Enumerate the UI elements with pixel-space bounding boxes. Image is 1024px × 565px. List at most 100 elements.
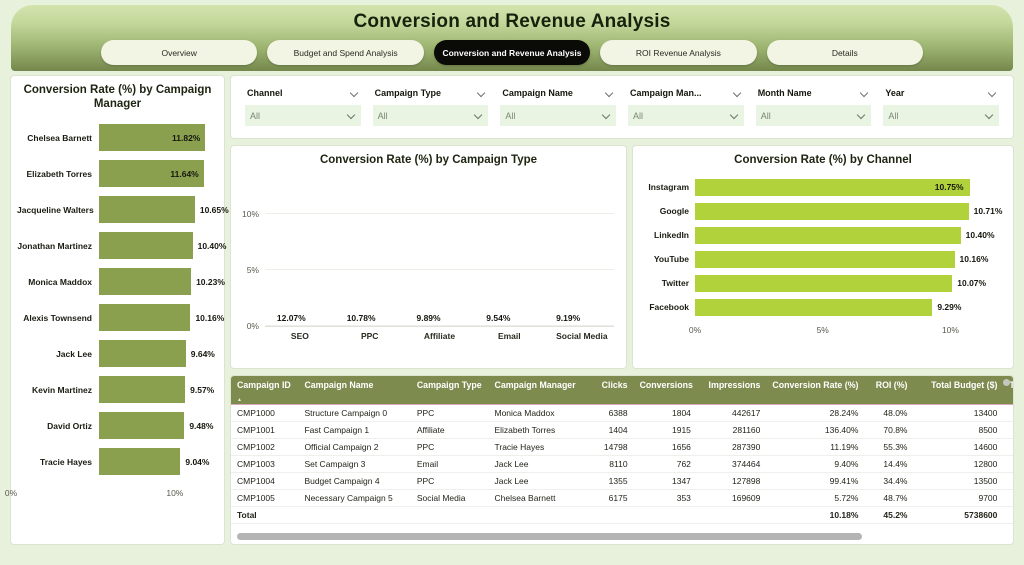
chevron-down-icon — [857, 111, 866, 120]
channel-bar-row[interactable]: Facebook 9.29% — [639, 295, 999, 319]
total-cell-campaign_manager — [488, 505, 591, 524]
manager-bar[interactable]: 10.23% — [99, 268, 225, 296]
filter-campaign-type-dropdown[interactable]: All — [372, 105, 489, 126]
column-header-total_budget[interactable]: Total Budget ($) — [913, 376, 1004, 404]
channel-bar[interactable]: 10.75% — [695, 178, 970, 196]
filter-campaign-manager-dropdown[interactable]: All — [628, 105, 744, 126]
column-header-conversion_rate[interactable]: Conversion Rate (%) — [766, 376, 865, 404]
table-row[interactable]: CMP1001 Fast Campaign 1 Affiliate Elizabeth… — [231, 421, 1013, 439]
manager-bar-list: Chelsea Barnett 11.82% Elizabeth Torres 11.… — [11, 114, 229, 480]
filter-month-name-header[interactable]: Month Name — [756, 88, 872, 105]
cell-campaign_name: Fast Campaign 1 — [298, 421, 411, 439]
channel-bar[interactable]: 10.07% — [695, 274, 986, 292]
cell-campaign_name: Budget Campaign 4 — [298, 472, 411, 490]
horizontal-scrollbar[interactable] — [237, 533, 1009, 540]
manager-bar[interactable]: 9.48% — [99, 412, 213, 440]
column-header-conversions[interactable]: Conversions — [633, 376, 697, 404]
filter-channel-dropdown[interactable]: All — [245, 105, 361, 126]
table-scroll-region[interactable]: Campaign ID Campaign Name Campaign Type Cam… — [231, 376, 1013, 544]
cell-total_clipped — [1003, 421, 1013, 439]
manager-bar-value: 9.57% — [190, 384, 215, 395]
table-options-handle[interactable] — [1003, 379, 1010, 386]
channel-bar-row[interactable]: Instagram 10.75% — [639, 175, 999, 199]
manager-bar[interactable]: 9.64% — [99, 340, 215, 368]
tab-overview[interactable]: Overview — [100, 40, 258, 65]
manager-bar[interactable]: 11.64% — [99, 160, 204, 188]
channel-bar[interactable]: 10.16% — [695, 250, 988, 268]
cell-campaign_id: CMP1004 — [231, 472, 299, 490]
column-header-impressions[interactable]: Impressions — [696, 376, 767, 404]
cell-clicks: 8110 — [590, 455, 634, 473]
channel-bar-value: 10.40% — [965, 230, 995, 241]
manager-bar-track: 9.48% — [99, 412, 216, 440]
channel-bar-row[interactable]: Twitter 10.07% — [639, 271, 999, 295]
manager-bar[interactable]: 10.40% — [99, 232, 226, 260]
manager-bar-row[interactable]: Tracie Hayes 9.04% — [17, 444, 216, 480]
channel-bar[interactable]: 9.29% — [695, 298, 961, 316]
filter-campaign-name-header[interactable]: Campaign Name — [500, 88, 616, 105]
column-header-roi[interactable]: ROI (%) — [864, 376, 914, 404]
cell-conversion_rate: 9.40% — [766, 455, 865, 473]
cell-campaign_id: CMP1002 — [231, 438, 299, 456]
table-row[interactable]: CMP1004 Budget Campaign 4 PPC Jack Lee 1355 1… — [231, 472, 1013, 490]
manager-bar-row[interactable]: Jacqueline Walters 10.65% — [17, 192, 229, 228]
manager-bar[interactable]: 10.16% — [99, 304, 224, 332]
cell-total_clipped — [1003, 472, 1013, 490]
campaign-type-bar-value: 9.89% — [416, 313, 441, 324]
filter-year-dropdown[interactable]: All — [883, 105, 1000, 126]
cell-campaign_type: Email — [410, 455, 489, 473]
table-row[interactable]: CMP1000 Structure Campaign 0 PPC Monica Mad… — [231, 403, 1013, 422]
manager-bar[interactable]: 11.82% — [99, 124, 206, 152]
column-header-campaign_manager[interactable]: Campaign Manager — [488, 376, 591, 404]
channel-bar-value: 10.75% — [934, 182, 964, 193]
filter-month-name: Month Name All — [755, 88, 872, 126]
filter-campaign-type-header[interactable]: Campaign Type — [373, 88, 489, 105]
table-row[interactable]: CMP1005 Necessary Campaign 5 Social Media C… — [231, 489, 1013, 507]
column-header-campaign_type[interactable]: Campaign Type — [410, 376, 489, 404]
filter-selected-value: All — [505, 110, 516, 121]
manager-bar-row[interactable]: Chelsea Barnett 11.82% — [17, 120, 216, 156]
cell-campaign_manager: Jack Lee — [488, 455, 591, 473]
filter-month-name-dropdown[interactable]: All — [755, 105, 872, 126]
manager-bar-row[interactable]: Jonathan Martinez 10.40% — [17, 228, 226, 264]
tab-label: Conversion and Revenue Analysis — [442, 47, 582, 58]
manager-bar-track: 11.64% — [99, 160, 216, 188]
cell-campaign_name: Set Campaign 3 — [298, 455, 411, 473]
column-header-total_clipped[interactable]: Tot — [1003, 376, 1013, 404]
manager-bar[interactable]: 10.65% — [99, 196, 229, 224]
manager-bar-row[interactable]: David Ortiz 9.48% — [17, 408, 216, 444]
tab-budget-and-spend-analysis[interactable]: Budget and Spend Analysis — [267, 40, 424, 65]
table-row[interactable]: CMP1003 Set Campaign 3 Email Jack Lee 8110 76… — [231, 455, 1013, 473]
channel-bar-row[interactable]: YouTube 10.16% — [639, 247, 999, 271]
total-cell-campaign_type — [410, 505, 489, 524]
manager-bar-value: 9.48% — [189, 420, 214, 431]
channel-bar-row[interactable]: Google 10.71% — [639, 199, 1002, 223]
tab-details[interactable]: Details — [766, 40, 924, 65]
filter-campaign-name-dropdown[interactable]: All — [500, 105, 617, 126]
manager-bar[interactable]: 9.04% — [99, 448, 209, 476]
column-header-campaign_name[interactable]: Campaign Name — [298, 376, 411, 404]
column-header-clicks[interactable]: Clicks — [590, 376, 634, 404]
manager-bar-row[interactable]: Elizabeth Torres 11.64% — [17, 156, 216, 192]
manager-bar-row[interactable]: Alexis Townsend 10.16% — [17, 300, 224, 336]
tab-conversion-and-revenue-analysis[interactable]: Conversion and Revenue Analysis — [433, 40, 591, 65]
channel-bar[interactable]: 10.71% — [695, 202, 1002, 220]
column-header-campaign_id[interactable]: Campaign ID — [231, 376, 299, 404]
filter-campaign-manager-header[interactable]: Campaign Man... — [628, 88, 744, 105]
cell-campaign_id: CMP1003 — [231, 455, 299, 473]
manager-bar[interactable]: 9.57% — [99, 376, 214, 404]
channel-bar-row[interactable]: LinkedIn 10.40% — [639, 223, 999, 247]
table-row[interactable]: CMP1002 Official Campaign 2 PPC Tracie Haye… — [231, 438, 1013, 456]
tab-roi-revenue-analysis[interactable]: ROI Revenue Analysis — [600, 40, 757, 65]
manager-bar-row[interactable]: Kevin Martinez 9.57% — [17, 372, 216, 408]
manager-bar-row[interactable]: Jack Lee 9.64% — [17, 336, 216, 372]
chevron-down-icon — [350, 89, 359, 98]
horizontal-scrollbar-thumb[interactable] — [237, 533, 863, 540]
filter-channel-header[interactable]: Channel — [245, 88, 361, 105]
filter-year-header[interactable]: Year — [883, 88, 999, 105]
manager-bar-row[interactable]: Monica Maddox 10.23% — [17, 264, 225, 300]
table-total-row: Total 10.18% 45.2% 5738600 — [231, 505, 1013, 524]
channel-bar[interactable]: 10.40% — [695, 226, 995, 244]
campaign-type-bar-value: 10.78% — [346, 313, 376, 324]
